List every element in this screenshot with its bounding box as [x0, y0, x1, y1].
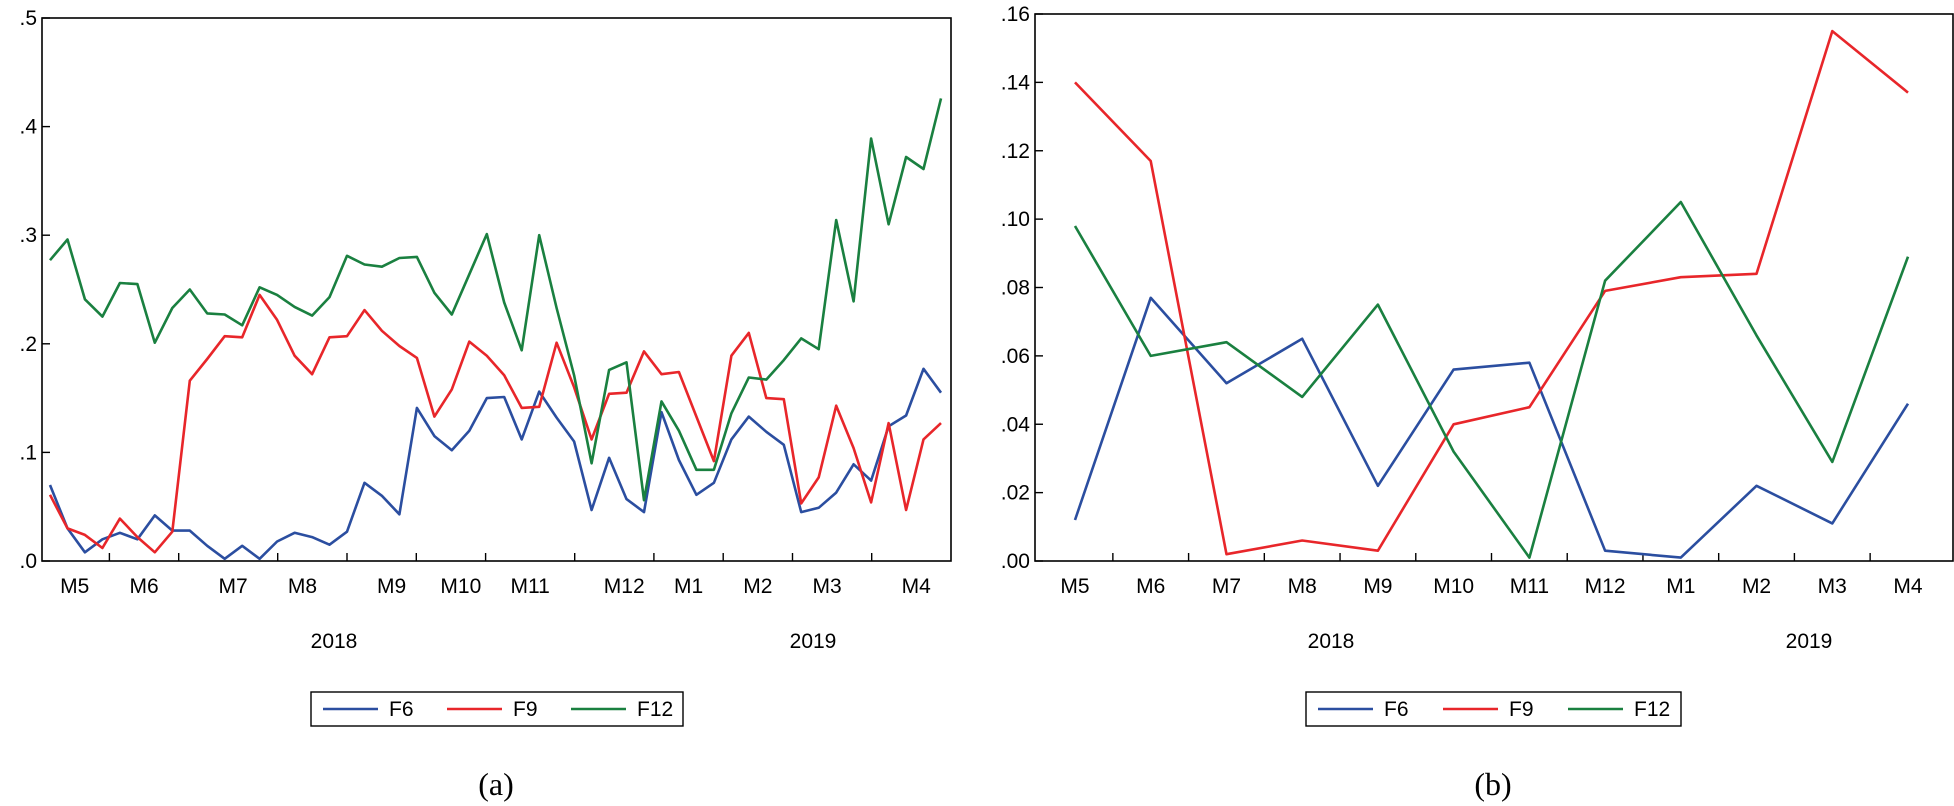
x-tick-label: M8 [1288, 575, 1317, 598]
panel-b: .00 .02 .04 .06 .08 .10 .12 .14 .16 M5 M6 M7 M8 M9 M10… [1001, 3, 1954, 727]
x-tick-label: M7 [1212, 575, 1241, 598]
y-tick-label: .02 [1001, 482, 1030, 505]
x-tick-label: M9 [1363, 575, 1392, 598]
y-tick-label: .04 [1001, 413, 1031, 436]
series-line-f6 [1073, 296, 1910, 559]
legend-label-f12: F12 [1634, 698, 1670, 721]
caption-a: (a) [478, 766, 514, 802]
series-line-f12 [49, 98, 943, 502]
x-tick-label: M5 [60, 575, 89, 598]
x-tick-label: M11 [511, 575, 550, 598]
y-tick-label: .3 [19, 224, 37, 247]
legend: F6 F9 F12 [310, 691, 684, 727]
legend-label-f12: F12 [637, 698, 673, 721]
legend-label-f6: F6 [1384, 698, 1409, 721]
x-tick-label: M3 [813, 575, 842, 598]
caption-b: (b) [1474, 766, 1511, 802]
x-tick-label: M12 [604, 575, 645, 598]
x-year-label: 2019 [790, 630, 837, 653]
x-tick-label: M1 [1666, 575, 1695, 598]
y-tick-label: .10 [1001, 208, 1030, 231]
x-tick-label: M6 [1136, 575, 1165, 598]
series-line-f9 [48, 293, 942, 554]
y-tick-label: .14 [1001, 71, 1031, 94]
x-tick-label: M10 [1433, 575, 1474, 598]
x-tick-label: M6 [129, 575, 158, 598]
series-line-f6 [48, 367, 943, 561]
x-tick-label: M10 [440, 575, 481, 598]
y-tick-label: .5 [19, 7, 37, 30]
x-tick-label: M12 [1585, 575, 1626, 598]
y-tick-label: .0 [19, 550, 37, 573]
x-tick-label: M11 [1510, 575, 1549, 598]
y-tick-label: .4 [19, 116, 37, 139]
legend-label-f9: F9 [1509, 698, 1534, 721]
legend-label-f9: F9 [513, 698, 538, 721]
x-year-label: 2018 [311, 630, 358, 653]
series-line-f9 [1074, 29, 1909, 556]
x-tick-label: M8 [288, 575, 317, 598]
x-year-label: 2018 [1308, 630, 1355, 653]
x-tick-label: M1 [674, 575, 703, 598]
y-tick-label: .1 [19, 441, 37, 464]
legend: F6 F9 F12 [1305, 691, 1682, 727]
y-tick-label: .16 [1001, 3, 1030, 26]
panel-a: .0 .1 .2 .3 .4 .5 M5 M6 M7 M8 M9 M10 M11 M12 M1 M2 M3 M4 2… [19, 7, 952, 727]
y-tick-label: .06 [1001, 345, 1030, 368]
x-tick-label: M7 [219, 575, 248, 598]
y-tick-label: .2 [19, 333, 37, 356]
series-line-f12 [1073, 200, 1910, 559]
x-tick-label: M4 [902, 575, 931, 598]
x-tick-label: M3 [1818, 575, 1847, 598]
plot-frame [41, 17, 952, 562]
x-tick-label: M9 [377, 575, 406, 598]
x-tick-label: M5 [1060, 575, 1089, 598]
y-tick-label: .08 [1001, 277, 1030, 300]
plot-frame [1034, 13, 1954, 562]
y-tick-label: .00 [1001, 550, 1030, 573]
x-tick-label: M2 [1742, 575, 1771, 598]
x-tick-label: M2 [743, 575, 772, 598]
x-year-label: 2019 [1786, 630, 1833, 653]
y-tick-label: .12 [1001, 140, 1030, 163]
legend-label-f6: F6 [389, 698, 414, 721]
x-tick-label: M4 [1893, 575, 1922, 598]
